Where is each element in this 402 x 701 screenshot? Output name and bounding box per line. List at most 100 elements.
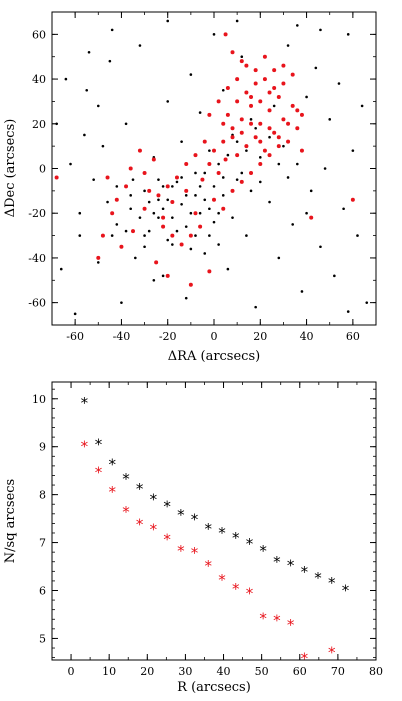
black-source-point	[208, 207, 211, 211]
black-profile-point: *	[314, 569, 322, 587]
black-source-point	[305, 211, 308, 215]
black-source-point	[226, 153, 230, 157]
red-source-point	[235, 153, 240, 158]
red-source-point	[276, 135, 281, 140]
x-tick-label: 50	[255, 665, 269, 678]
y-tick-label: 10	[32, 393, 46, 406]
red-source-point	[230, 135, 235, 140]
black-source-point	[189, 247, 193, 251]
red-source-point	[137, 148, 142, 153]
black-source-point	[157, 216, 160, 219]
black-profile-point: *	[328, 574, 336, 592]
black-source-point	[277, 162, 281, 166]
black-source-point	[129, 207, 132, 211]
black-source-point	[245, 149, 248, 152]
red-source-point	[295, 108, 300, 113]
red-profile-point: *	[163, 530, 171, 548]
black-source-point	[166, 198, 170, 202]
black-source-point	[272, 104, 276, 108]
black-source-point	[323, 167, 327, 170]
black-source-point	[120, 301, 123, 304]
red-source-point	[142, 170, 147, 175]
black-source-point	[157, 178, 160, 181]
red-source-point	[105, 175, 110, 180]
black-source-point	[180, 202, 183, 206]
red-profile-point: *	[136, 515, 144, 533]
red-source-point	[281, 81, 286, 86]
black-profile-point: *	[232, 529, 240, 547]
black-source-point	[254, 126, 257, 130]
red-profile-point: *	[150, 521, 158, 539]
red-source-point	[147, 188, 152, 193]
black-source-point	[147, 229, 151, 233]
red-profile-point: *	[205, 557, 213, 575]
black-source-point	[365, 301, 369, 304]
red-source-point	[290, 72, 295, 77]
black-source-point	[217, 211, 220, 215]
x-tick-label: 40	[217, 665, 231, 678]
black-profile-point: *	[122, 470, 130, 488]
black-source-point	[78, 234, 82, 237]
black-source-point	[64, 77, 68, 81]
red-profile-point: *	[259, 609, 267, 627]
red-source-point	[207, 269, 212, 274]
red-source-point	[100, 233, 105, 238]
red-profile-point: *	[287, 616, 295, 634]
red-source-point	[230, 126, 235, 131]
red-source-point	[96, 255, 101, 260]
red-source-point	[230, 188, 235, 193]
black-source-point	[108, 59, 112, 63]
red-profile-point: *	[108, 483, 116, 501]
black-source-point	[231, 216, 234, 219]
black-source-point	[356, 234, 359, 237]
black-source-point	[161, 274, 165, 278]
black-profile-point: *	[287, 557, 295, 575]
red-source-point	[188, 282, 193, 287]
black-source-point	[180, 176, 183, 179]
black-source-point	[124, 229, 128, 233]
black-source-point	[319, 245, 322, 249]
black-source-point	[305, 95, 308, 99]
red-source-point	[235, 77, 240, 82]
black-source-point	[249, 118, 253, 121]
red-profile-point: *	[81, 438, 89, 456]
red-source-point	[253, 68, 258, 73]
black-source-point	[217, 243, 220, 246]
red-source-point	[216, 99, 221, 104]
black-source-point	[342, 207, 345, 211]
red-source-point	[249, 170, 254, 175]
black-source-point	[235, 19, 239, 23]
black-source-point	[184, 296, 188, 300]
black-source-point	[203, 171, 207, 175]
red-source-point	[207, 112, 212, 117]
red-source-point	[221, 206, 226, 211]
red-source-point	[131, 229, 135, 234]
black-source-point	[245, 234, 248, 237]
black-source-point	[254, 305, 257, 309]
red-source-point	[295, 126, 300, 131]
black-profile-point: *	[136, 480, 144, 498]
red-source-point	[151, 157, 156, 162]
black-source-point	[309, 189, 313, 193]
black-source-point	[69, 162, 72, 166]
red-source-point	[221, 139, 226, 144]
black-source-point	[240, 171, 244, 175]
black-source-point	[258, 180, 262, 184]
red-source-point	[216, 170, 221, 175]
black-source-point	[96, 104, 100, 108]
red-source-point	[119, 244, 124, 249]
red-source-point	[239, 130, 244, 135]
red-source-point	[114, 197, 119, 202]
x-tick-label: 0	[68, 665, 75, 678]
black-source-point	[296, 24, 299, 27]
black-source-point	[198, 185, 202, 188]
x-tick-label: 30	[178, 665, 192, 678]
x-tick-label: -40	[113, 330, 131, 343]
y-tick-label: 5	[39, 632, 46, 645]
red-source-point	[267, 90, 272, 95]
red-source-point	[299, 148, 304, 153]
black-source-point	[226, 267, 230, 271]
red-source-point	[267, 126, 272, 131]
x-axis-title: R (arcsecs)	[177, 680, 251, 695]
red-source-point	[154, 260, 159, 265]
